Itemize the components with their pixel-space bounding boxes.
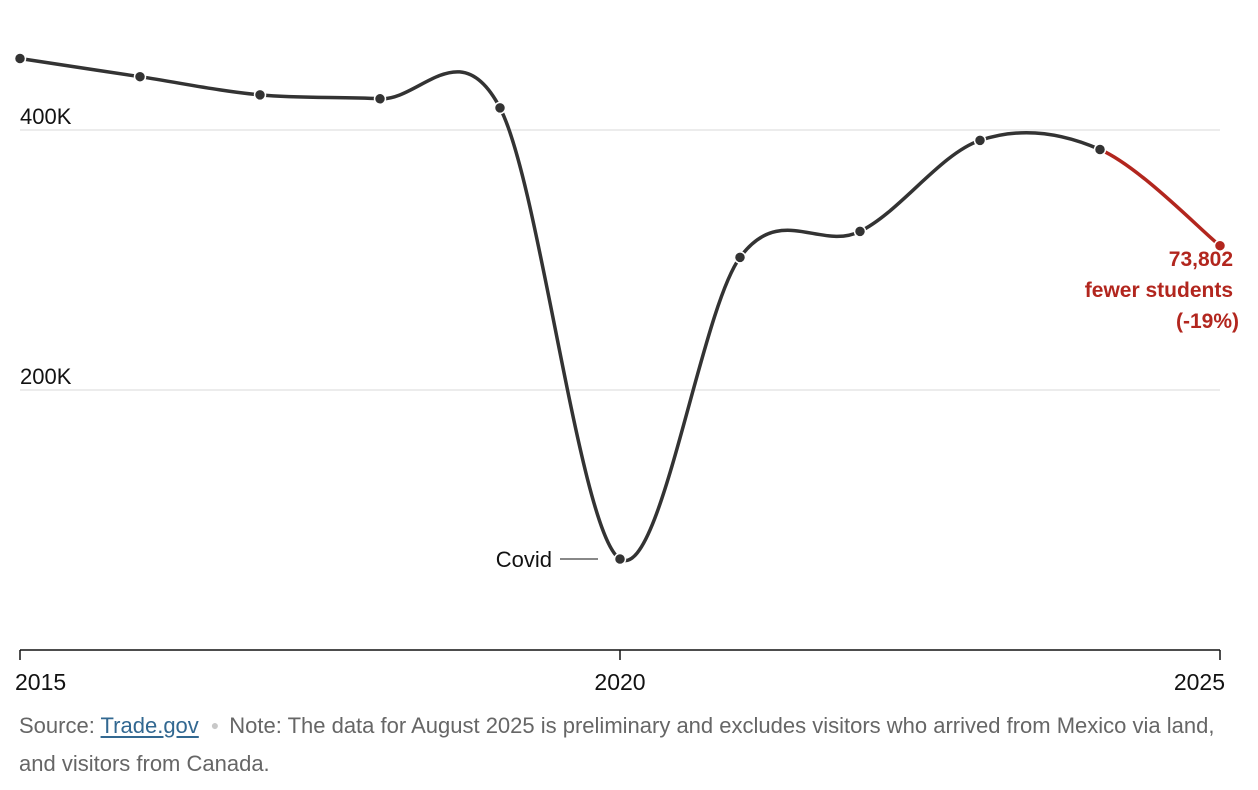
data-point-2022 [853,225,867,238]
series-line [18,56,1102,563]
x-axis: 2015 2020 2025 [15,649,1225,695]
data-point-2021 [733,251,747,264]
decline-callout-line: (-19%) [1176,310,1239,333]
data-point-2019 [493,101,507,115]
data-point-2017 [253,88,267,102]
data-point-2018 [373,92,387,106]
y-tick-label: 400K [20,104,72,129]
data-point-2025 [1213,239,1227,252]
separator-dot-icon: ● [210,717,220,733]
data-point-2024 [1093,143,1107,156]
annotations: Covid 73,802 fewer students (-19%) [496,248,1239,572]
data-point-2023 [973,134,987,147]
data-point-2016 [133,70,147,83]
source-link[interactable]: Trade.gov [100,713,199,738]
covid-label: Covid [496,547,552,572]
x-tick-label: 2025 [1174,669,1225,695]
data-points [13,52,1227,566]
series-line-highlight [1098,147,1222,248]
data-point-2015 [13,52,27,65]
x-tick-label: 2015 [15,669,66,695]
data-point-2020 [613,552,627,566]
y-tick-label: 200K [20,364,72,389]
line-chart: 400K 200K 2015 2020 2025 Covid 73,802 fewer s… [13,52,1239,695]
source-label: Source: [19,713,95,738]
series-lines [18,56,1222,563]
chart-footer: Source: Trade.gov ● Note: The data for Aug… [19,706,1219,783]
decline-callout-line: fewer students [1085,279,1233,302]
gridlines: 400K 200K [20,104,1220,391]
decline-callout-line: 73,802 [1169,248,1233,271]
x-tick-label: 2020 [594,669,645,695]
footer-note: Note: The data for August 2025 is prelim… [19,713,1215,776]
